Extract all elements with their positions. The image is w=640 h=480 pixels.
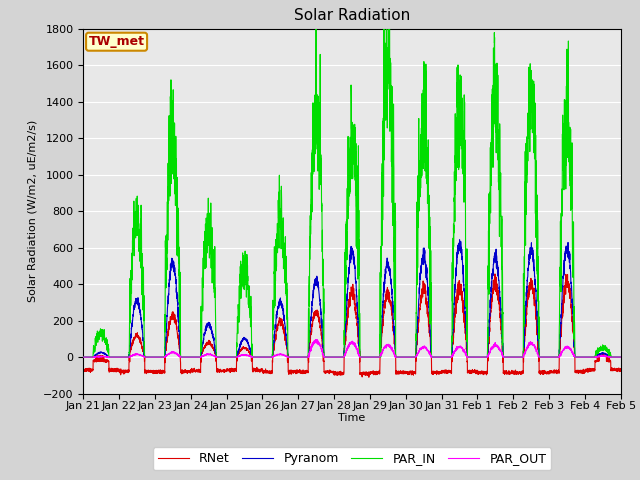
X-axis label: Time: Time	[339, 413, 365, 422]
Pyranom	[332, 354, 340, 360]
PAR_OUT	[79, 354, 87, 360]
RNet	[365, 374, 372, 380]
Text: TW_met: TW_met	[88, 35, 145, 48]
PAR_OUT	[312, 337, 319, 343]
RNet	[332, 371, 340, 377]
Line: Pyranom: Pyranom	[83, 240, 621, 357]
PAR_OUT	[443, 354, 451, 360]
PAR_OUT	[617, 354, 625, 360]
Pyranom	[616, 354, 624, 360]
Pyranom	[503, 354, 511, 360]
PAR_OUT	[332, 354, 340, 360]
Line: PAR_IN: PAR_IN	[83, 0, 621, 357]
PAR_OUT	[176, 353, 184, 359]
PAR_IN	[503, 354, 511, 360]
PAR_OUT	[472, 354, 480, 360]
PAR_IN	[472, 354, 480, 360]
Pyranom	[617, 354, 625, 360]
Pyranom	[472, 354, 480, 360]
RNet	[491, 271, 499, 277]
Title: Solar Radiation: Solar Radiation	[294, 9, 410, 24]
RNet	[79, 368, 87, 373]
PAR_IN	[443, 354, 451, 360]
Pyranom	[443, 354, 451, 360]
RNet	[617, 367, 625, 373]
Pyranom	[456, 237, 463, 243]
RNet	[503, 371, 511, 377]
PAR_IN	[332, 354, 340, 360]
RNet	[472, 370, 480, 376]
PAR_OUT	[503, 354, 511, 360]
RNet	[176, 348, 184, 353]
Pyranom	[176, 340, 184, 346]
Pyranom	[79, 354, 87, 360]
Line: RNet: RNet	[83, 274, 621, 377]
PAR_IN	[617, 354, 625, 360]
RNet	[616, 366, 624, 372]
Legend: RNet, Pyranom, PAR_IN, PAR_OUT: RNet, Pyranom, PAR_IN, PAR_OUT	[152, 447, 552, 470]
RNet	[443, 369, 451, 374]
Y-axis label: Solar Radiation (W/m2, uE/m2/s): Solar Radiation (W/m2, uE/m2/s)	[28, 120, 37, 302]
PAR_IN	[616, 354, 624, 360]
PAR_OUT	[616, 354, 624, 360]
PAR_IN	[176, 326, 184, 332]
Line: PAR_OUT: PAR_OUT	[83, 340, 621, 357]
PAR_IN	[79, 354, 87, 360]
